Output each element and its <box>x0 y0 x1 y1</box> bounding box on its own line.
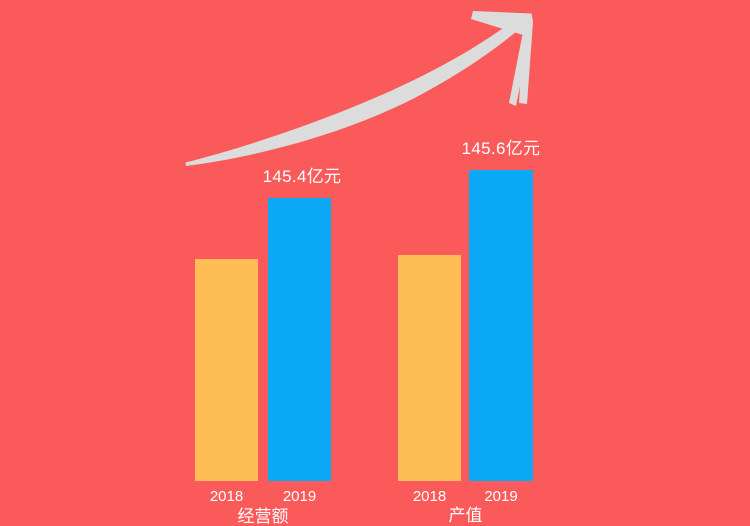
arrow-head-icon <box>471 11 533 104</box>
bar-chanzhi-2019[interactable] <box>469 170 533 481</box>
group-label-chanzhi: 产值 <box>448 506 483 525</box>
bar-chanzhi-2018[interactable] <box>398 255 461 481</box>
year-label-jingyinge-2018: 2018 <box>209 488 244 505</box>
year-label-chanzhi-2019: 2019 <box>484 488 518 505</box>
bar-jingyinge-2019[interactable] <box>268 198 331 481</box>
value-label-chanzhi-2019: 145.6亿元 <box>461 139 541 158</box>
group-label-jingyinge: 经营额 <box>237 507 289 526</box>
year-label-jingyinge-2019: 2019 <box>282 488 317 505</box>
bar-jingyinge-2018[interactable] <box>195 259 258 481</box>
year-label-chanzhi-2018: 2018 <box>412 488 447 505</box>
value-label-jingyinge-2019: 145.4亿元 <box>262 167 342 186</box>
arrow-head-inner-icon <box>509 13 533 106</box>
